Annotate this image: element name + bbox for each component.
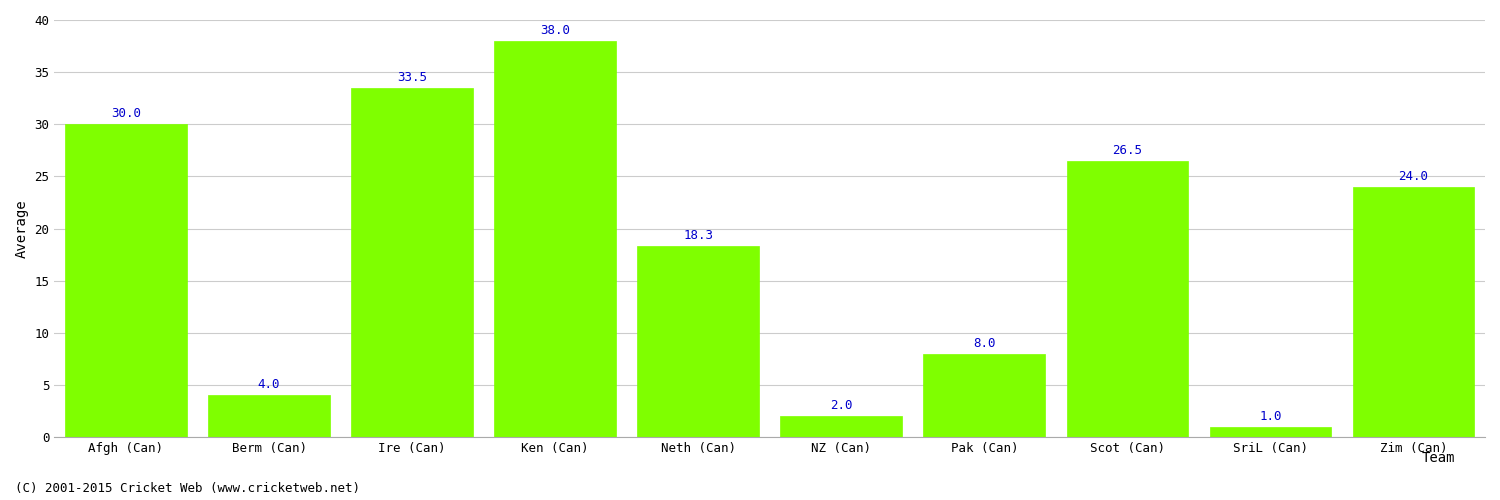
Text: 33.5: 33.5 bbox=[398, 70, 427, 84]
Bar bbox=[924, 354, 1046, 437]
Text: 1.0: 1.0 bbox=[1258, 410, 1281, 422]
Text: 30.0: 30.0 bbox=[111, 107, 141, 120]
Text: 26.5: 26.5 bbox=[1113, 144, 1143, 156]
Text: 38.0: 38.0 bbox=[540, 24, 570, 36]
Bar bbox=[780, 416, 902, 437]
Bar bbox=[64, 124, 186, 437]
Text: 8.0: 8.0 bbox=[974, 336, 996, 349]
Text: (C) 2001-2015 Cricket Web (www.cricketweb.net): (C) 2001-2015 Cricket Web (www.cricketwe… bbox=[15, 482, 360, 495]
Text: 24.0: 24.0 bbox=[1398, 170, 1428, 182]
Text: 4.0: 4.0 bbox=[258, 378, 280, 392]
Text: 2.0: 2.0 bbox=[830, 399, 852, 412]
Bar bbox=[495, 41, 616, 437]
Bar bbox=[1066, 161, 1188, 437]
Bar bbox=[1353, 187, 1474, 437]
Bar bbox=[1209, 426, 1330, 437]
Bar bbox=[351, 88, 472, 437]
Bar bbox=[209, 396, 330, 437]
Text: 18.3: 18.3 bbox=[682, 229, 712, 242]
Text: Team: Team bbox=[1422, 451, 1455, 465]
Y-axis label: Average: Average bbox=[15, 200, 28, 258]
Bar bbox=[638, 246, 759, 437]
